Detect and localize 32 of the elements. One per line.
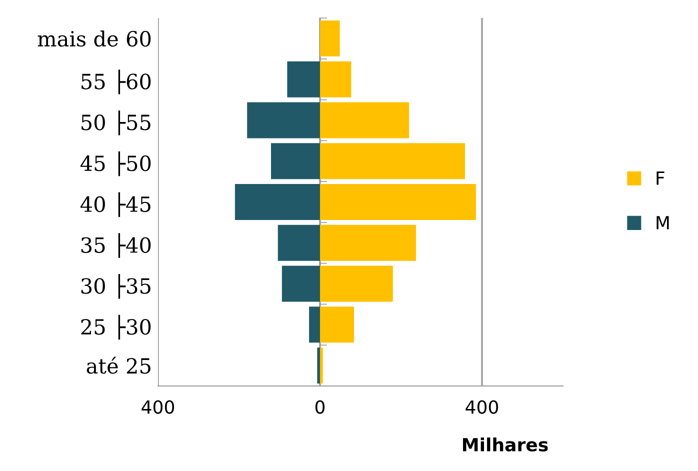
bar [320,61,352,98]
y-tick-label: 55 ├60 [82,70,151,94]
bar [320,20,340,56]
bar [270,143,320,180]
y-tick-label: 25 ├30 [81,314,151,340]
y-tick-label: 30 ├35 [81,274,150,299]
x-axis-title: Milhares [463,438,548,452]
bar [282,266,320,302]
bar [320,306,354,343]
y-tick-label: até 25 [86,356,150,374]
legend-label: M [656,216,669,230]
x-tick-label: 400 [142,400,174,414]
legend-label: F [656,172,664,185]
x-tick-label: 400 [466,400,498,414]
bar [287,61,320,98]
bar [320,266,393,302]
bar [320,143,465,180]
y-tick-label: 50 ├55 [82,110,150,136]
bar [317,348,320,384]
bar [320,184,476,220]
bar [320,102,410,138]
bar [247,102,320,138]
bar [278,224,320,261]
bar [320,348,323,384]
y-tick-label: 35 ├40 [81,233,151,258]
bar [309,306,320,343]
bar [320,224,416,261]
y-tick-label: 40 ├45 [80,192,150,217]
bar [234,184,320,220]
y-tick-label: 45 ├50 [80,151,151,176]
y-tick-label: mais de 60 [38,30,151,47]
x-tick-label: 0 [315,400,325,414]
